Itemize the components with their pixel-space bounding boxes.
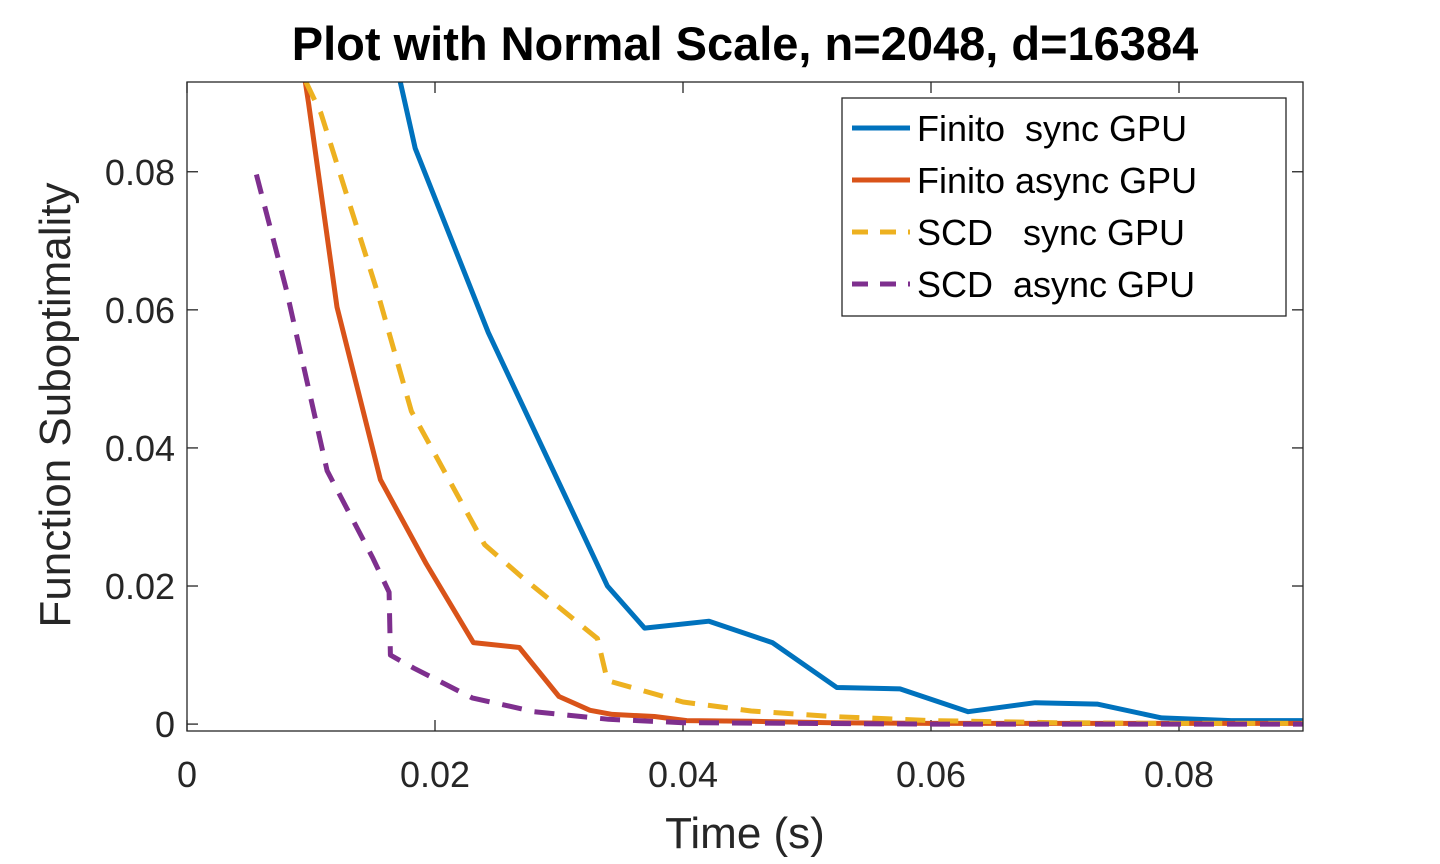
plot-frame [186,81,1304,732]
series-lines [253,82,1303,727]
series-line-1 [397,82,1303,724]
y-tick-labels: 0 0.02 0.04 0.06 0.08 [105,152,175,745]
legend-label-4: SCD async GPU [917,264,1195,305]
x-tick-label: 0.06 [896,754,966,795]
y-tick-label: 0.08 [105,152,175,193]
chart-title: Plot with Normal Scale, n=2048, d=16384 [292,17,1198,70]
y-tick-label: 0.04 [105,428,175,469]
legend-label-3: SCD sync GPU [917,212,1185,253]
series-line-4 [253,173,1303,727]
legend: Finito sync GPU Finito async GPU SCD sync … [841,97,1287,317]
x-tick-label: 0.08 [1144,754,1214,795]
x-tick-label: 0.04 [648,754,718,795]
legend-label-1: Finito sync GPU [917,108,1187,149]
y-tick-label: 0.02 [105,566,175,607]
legend-label-2: Finito async GPU [917,160,1197,201]
y-tick-label: 0.06 [105,290,175,331]
x-tick-label: 0 [177,754,197,795]
x-tick-labels: 0 0.02 0.04 0.06 0.08 [177,754,1214,795]
x-tick-label: 0.02 [400,754,470,795]
y-tick-label: 0 [155,704,175,745]
y-axis-label: Function Suboptimality [31,182,80,627]
legend-box [841,97,1287,317]
x-axis-label: Time (s) [665,809,825,858]
